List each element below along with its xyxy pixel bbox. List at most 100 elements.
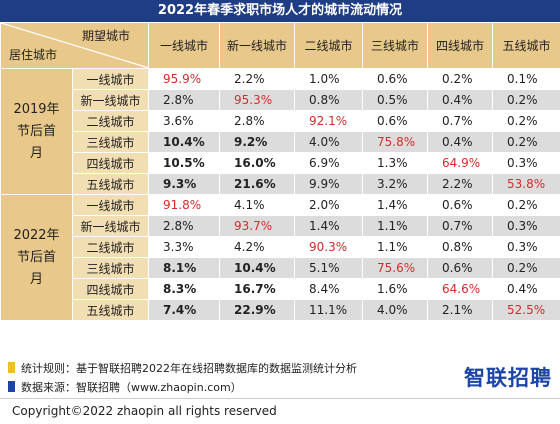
flow-value-cell: 16.7% [220,279,295,300]
flow-value-cell: 0.2% [493,111,560,132]
flow-value-cell: 1.6% [363,279,428,300]
flow-value-cell: 9.9% [295,174,363,195]
flow-value-cell: 2.0% [295,195,363,216]
flow-value-cell: 10.5% [149,153,220,174]
flow-value-cell: 6.9% [295,153,363,174]
flow-value-cell: 10.4% [149,132,220,153]
expected-city-label: 期望城市 [82,27,130,44]
flow-value-cell: 0.7% [428,111,493,132]
flow-value-cell: 10.4% [220,258,295,279]
flow-value-cell: 1.1% [363,237,428,258]
flow-value-cell: 0.3% [493,237,560,258]
residence-city-cell: 四线城市 [73,279,149,300]
flow-value-cell: 0.5% [363,90,428,111]
flow-value-cell: 52.5% [493,300,560,321]
period-group-label: 2022年节后首月 [1,195,73,321]
flow-value-cell: 7.4% [149,300,220,321]
flow-value-cell: 0.6% [428,258,493,279]
flow-value-cell: 53.8% [493,174,560,195]
column-header: 一线城市 [149,23,220,69]
flow-value-cell: 91.8% [149,195,220,216]
flow-value-cell: 0.4% [428,132,493,153]
flow-value-cell: 2.8% [220,111,295,132]
flow-value-cell: 8.1% [149,258,220,279]
flow-value-cell: 9.3% [149,174,220,195]
flow-value-cell: 64.6% [428,279,493,300]
flow-value-cell: 1.3% [363,153,428,174]
residence-city-cell: 三线城市 [73,132,149,153]
flow-value-cell: 95.3% [220,90,295,111]
flow-value-cell: 95.9% [149,69,220,90]
flow-value-cell: 0.2% [493,132,560,153]
flow-value-cell: 2.8% [149,90,220,111]
residence-city-cell: 二线城市 [73,111,149,132]
residence-city-cell: 一线城市 [73,195,149,216]
residence-city-cell: 新一线城市 [73,216,149,237]
flow-value-cell: 1.0% [295,69,363,90]
flow-value-cell: 0.2% [493,195,560,216]
column-header: 四线城市 [428,23,493,69]
flow-value-cell: 0.7% [428,216,493,237]
flow-value-cell: 93.7% [220,216,295,237]
flow-value-cell: 0.6% [363,69,428,90]
flow-value-cell: 0.8% [428,237,493,258]
flow-value-cell: 3.2% [363,174,428,195]
flow-value-cell: 2.2% [428,174,493,195]
residence-city-cell: 一线城市 [73,69,149,90]
flow-value-cell: 0.6% [363,111,428,132]
flow-value-cell: 1.1% [363,216,428,237]
corner-header: 期望城市 居住城市 [1,23,149,69]
flow-value-cell: 4.1% [220,195,295,216]
flow-value-cell: 3.3% [149,237,220,258]
flow-value-cell: 0.2% [493,90,560,111]
residence-city-label: 居住城市 [9,46,57,63]
residence-city-cell: 五线城市 [73,174,149,195]
column-header: 三线城市 [363,23,428,69]
city-flow-table: 期望城市 居住城市 一线城市 新一线城市 二线城市 三线城市 四线城市 五线城市… [0,22,560,321]
flow-value-cell: 16.0% [220,153,295,174]
stat-rule-text: 统计规则：基于智联招聘2022年在线招聘数据库的数据监测统计分析 [21,362,357,375]
source-marker [8,381,15,392]
flow-value-cell: 2.2% [220,69,295,90]
residence-city-cell: 五线城市 [73,300,149,321]
flow-value-cell: 75.8% [363,132,428,153]
flow-value-cell: 0.4% [428,90,493,111]
flow-value-cell: 5.1% [295,258,363,279]
residence-city-cell: 新一线城市 [73,90,149,111]
flow-value-cell: 3.6% [149,111,220,132]
report-title: 2022年春季求职市场人才的城市流动情况 [0,0,560,22]
column-header: 二线城市 [295,23,363,69]
flow-value-cell: 0.4% [493,279,560,300]
flow-value-cell: 4.0% [295,132,363,153]
flow-value-cell: 0.2% [493,258,560,279]
residence-city-cell: 三线城市 [73,258,149,279]
copyright-text: Copyright©2022 zhaopin all rights reserv… [12,404,277,418]
flow-value-cell: 11.1% [295,300,363,321]
flow-value-cell: 0.6% [428,195,493,216]
flow-value-cell: 0.3% [493,216,560,237]
flow-value-cell: 4.0% [363,300,428,321]
flow-value-cell: 1.4% [363,195,428,216]
flow-value-cell: 0.8% [295,90,363,111]
column-header: 五线城市 [493,23,560,69]
flow-value-cell: 1.4% [295,216,363,237]
residence-city-cell: 四线城市 [73,153,149,174]
flow-value-cell: 2.1% [428,300,493,321]
flow-value-cell: 9.2% [220,132,295,153]
column-header: 新一线城市 [220,23,295,69]
flow-value-cell: 8.3% [149,279,220,300]
flow-value-cell: 92.1% [295,111,363,132]
flow-value-cell: 8.4% [295,279,363,300]
